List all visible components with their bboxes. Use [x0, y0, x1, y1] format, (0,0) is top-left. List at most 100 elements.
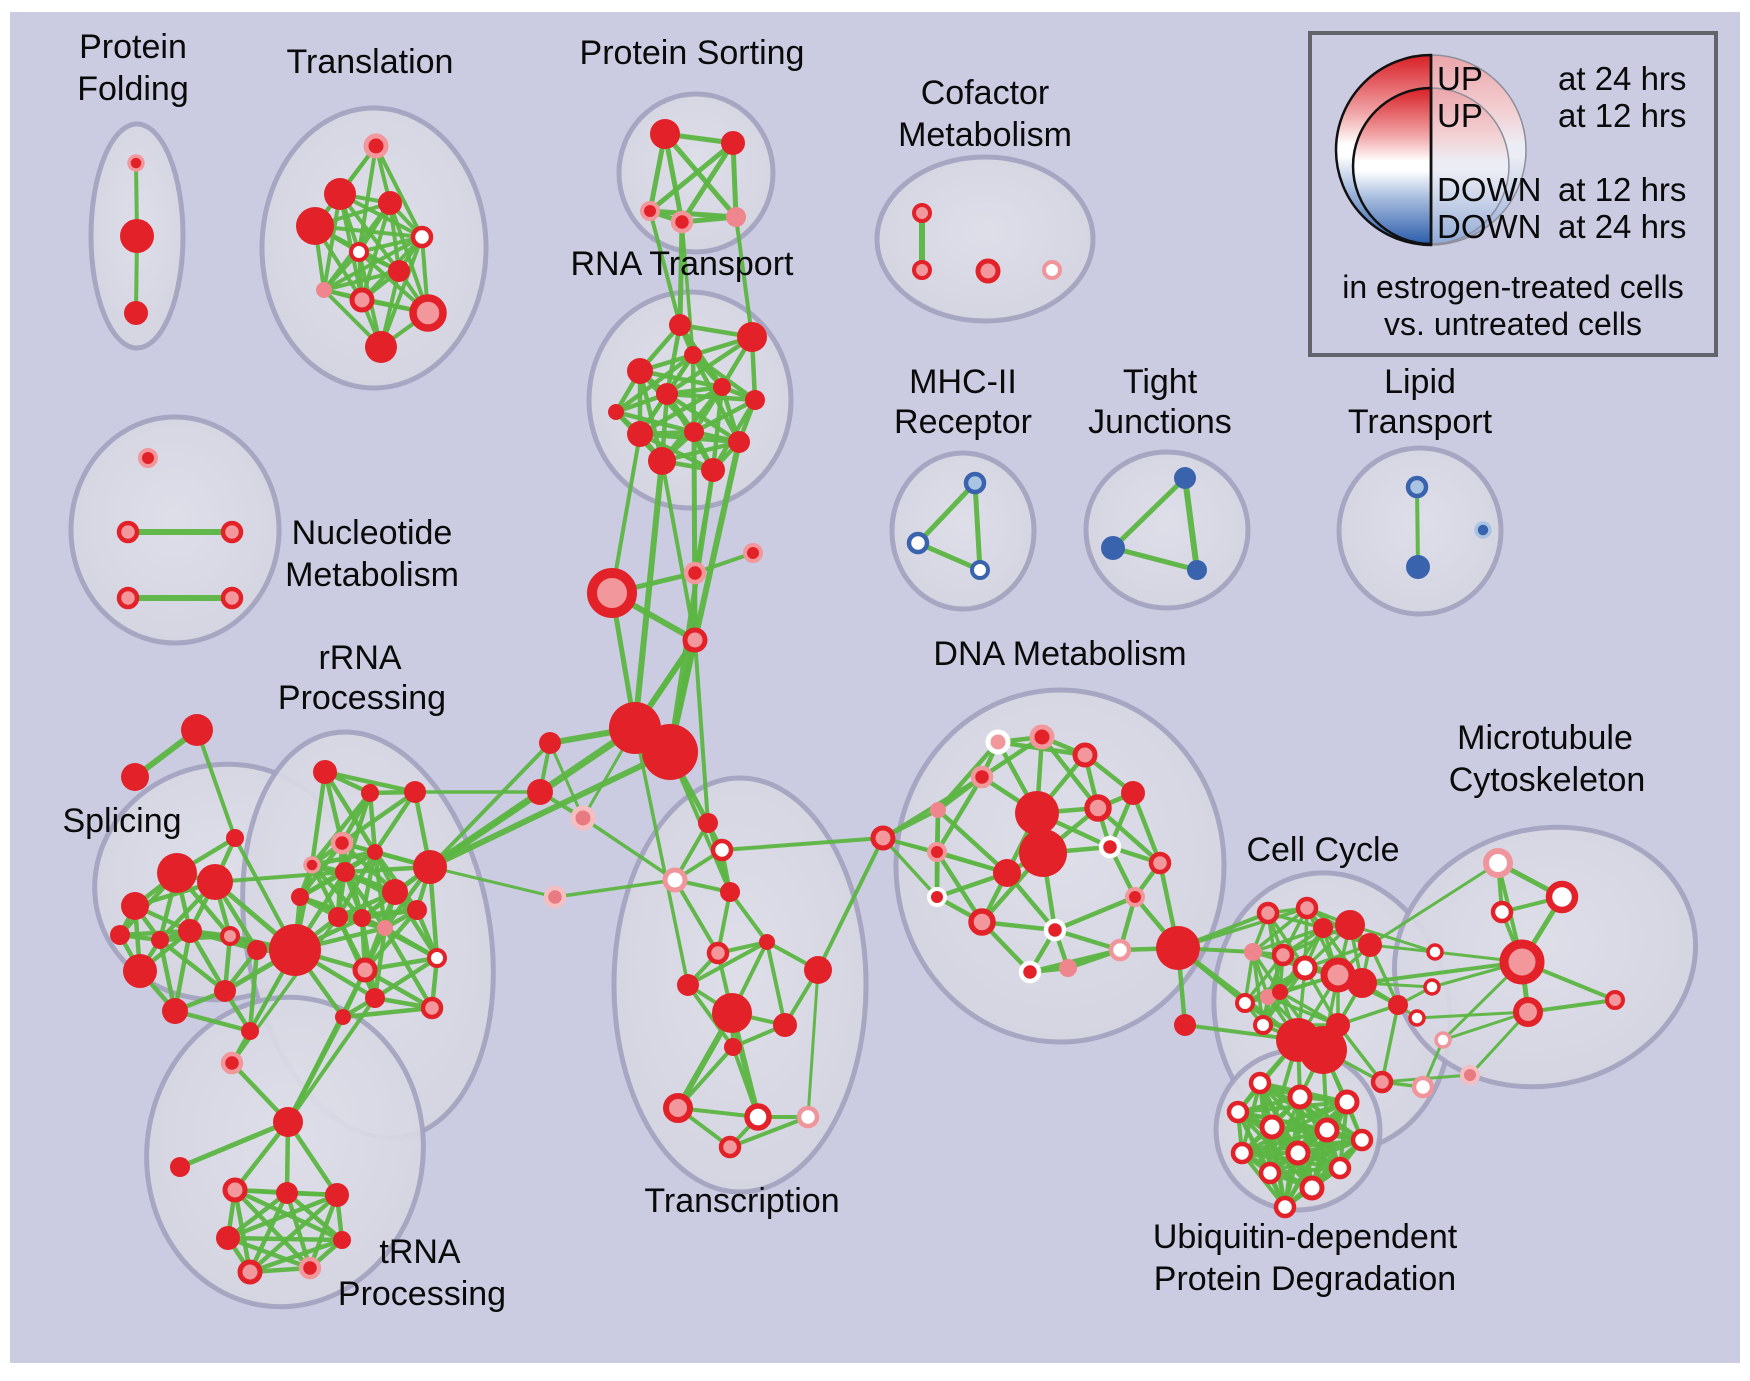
network-edge	[686, 983, 735, 1049]
network-node	[353, 909, 371, 927]
network-node	[273, 1107, 303, 1137]
network-node	[247, 940, 267, 960]
network-node	[968, 908, 996, 936]
network-edge	[728, 890, 769, 944]
cluster-label-rr: Processing	[278, 679, 446, 717]
network-edge	[322, 769, 418, 795]
network-edge	[1130, 790, 1163, 866]
network-edge	[342, 869, 388, 931]
cluster-label-sp: Splicing	[62, 802, 181, 840]
network-node	[349, 242, 369, 262]
cluster-ellipse-cf	[874, 154, 1096, 324]
network-node	[1426, 943, 1444, 961]
network-node	[1121, 781, 1145, 805]
network-node	[1328, 1156, 1352, 1180]
network-edge	[1182, 475, 1200, 573]
legend-note-line1: in estrogen-treated cells	[1342, 269, 1684, 305]
network-edge	[374, 144, 424, 239]
network-node	[1605, 990, 1625, 1010]
network-edge	[213, 870, 347, 884]
network-node	[713, 378, 731, 396]
network-node	[1148, 851, 1172, 875]
network-node	[1287, 1084, 1313, 1110]
network-node	[404, 781, 426, 803]
network-node	[121, 892, 149, 920]
network-node	[1434, 1031, 1452, 1049]
network-node	[1292, 955, 1318, 981]
network-node	[570, 805, 596, 831]
network-edge	[610, 432, 642, 595]
network-edge	[1052, 894, 1138, 933]
network-edge	[935, 807, 1010, 876]
network-node	[912, 203, 932, 223]
network-edge	[382, 925, 435, 1011]
network-node	[718, 1135, 742, 1159]
network-node	[720, 882, 740, 902]
network-node	[1326, 1013, 1350, 1037]
cluster-label-mt: Microtubule	[1457, 719, 1633, 757]
network-node	[1273, 1195, 1297, 1219]
cluster-label-pf: Protein	[79, 28, 187, 66]
network-node	[388, 260, 410, 282]
network-node	[640, 201, 660, 221]
network-node	[352, 957, 378, 983]
network-node	[745, 390, 765, 410]
network-edge	[613, 409, 697, 435]
network-edge	[806, 968, 820, 1119]
network-node	[382, 879, 408, 905]
network-edge	[340, 1005, 435, 1020]
network-node	[650, 119, 680, 149]
cluster-label-tr: Translation	[287, 43, 454, 81]
network-edge	[322, 192, 342, 292]
network-edge	[362, 907, 420, 973]
network-node	[1187, 560, 1207, 580]
cluster-label-cf: Cofactor	[921, 74, 1050, 112]
network-edge	[690, 352, 758, 403]
network-node	[985, 729, 1011, 755]
network-node	[361, 784, 379, 802]
network-node	[127, 154, 145, 172]
network-edge	[1380, 1003, 1400, 1084]
network-node	[587, 568, 637, 618]
network-node	[975, 258, 1001, 284]
network-node	[1474, 521, 1492, 539]
network-node	[743, 543, 763, 563]
network-edge	[633, 726, 690, 987]
network-node	[1259, 1114, 1285, 1140]
cluster-label-mh: MHC-II	[909, 363, 1017, 401]
network-edge	[686, 940, 769, 987]
network-node	[721, 131, 745, 155]
cluster-label-lt: Transport	[1348, 403, 1493, 441]
network-edge	[225, 1235, 313, 1271]
network-node	[1072, 742, 1098, 768]
nodes-layer	[110, 119, 1625, 1285]
network-node	[1018, 960, 1042, 984]
network-node	[773, 1013, 797, 1037]
network-node	[683, 561, 707, 585]
network-edge	[225, 1192, 340, 1241]
network-node	[157, 853, 197, 893]
network-node	[1299, 1175, 1325, 1201]
network-node	[669, 314, 691, 336]
cluster-ellipse-tn	[144, 994, 426, 1310]
network-node	[1285, 1140, 1311, 1166]
network-node	[116, 520, 140, 544]
network-node	[1388, 995, 1408, 1015]
network-edge	[915, 540, 983, 573]
legend-dir-down24: DOWN	[1437, 208, 1541, 245]
legend-time-up12: at 12 hrs	[1558, 97, 1686, 134]
network-node	[648, 447, 676, 475]
cluster-label-rr: rRNA	[318, 639, 401, 677]
network-edge	[667, 439, 742, 755]
network-node	[706, 941, 730, 965]
legend-dir-down12: DOWN	[1437, 171, 1541, 208]
network-node	[1260, 989, 1276, 1005]
cluster-label-cf: Metabolism	[898, 116, 1072, 154]
network-node	[121, 763, 149, 791]
network-edge	[1175, 945, 1301, 1043]
cluster-label-dn: DNA Metabolism	[933, 635, 1186, 673]
network-node	[710, 838, 734, 862]
network-node	[1156, 926, 1200, 970]
network-node	[162, 998, 188, 1024]
